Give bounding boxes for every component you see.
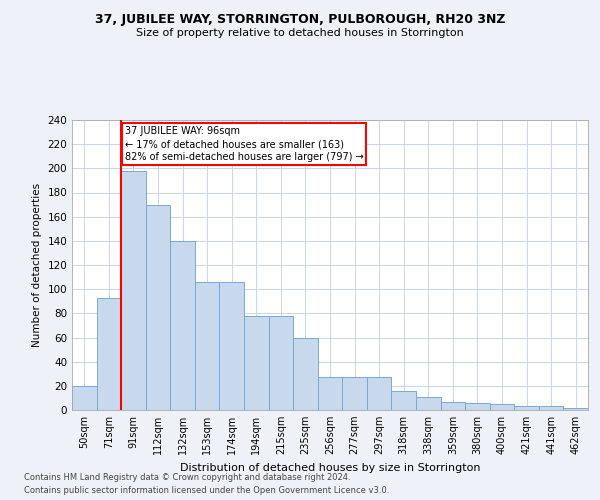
- Bar: [244, 316, 269, 410]
- Bar: [514, 406, 539, 410]
- Bar: [195, 282, 220, 410]
- Text: 37 JUBILEE WAY: 96sqm
← 17% of detached houses are smaller (163)
82% of semi-det: 37 JUBILEE WAY: 96sqm ← 17% of detached …: [125, 126, 364, 162]
- Y-axis label: Number of detached properties: Number of detached properties: [32, 183, 42, 347]
- Text: Size of property relative to detached houses in Storrington: Size of property relative to detached ho…: [136, 28, 464, 38]
- Bar: [72, 386, 97, 410]
- Bar: [391, 390, 416, 410]
- Bar: [342, 378, 367, 410]
- Text: Contains HM Land Registry data © Crown copyright and database right 2024.: Contains HM Land Registry data © Crown c…: [24, 472, 350, 482]
- Bar: [146, 204, 170, 410]
- Bar: [318, 378, 342, 410]
- Bar: [490, 404, 514, 410]
- Text: 37, JUBILEE WAY, STORRINGTON, PULBOROUGH, RH20 3NZ: 37, JUBILEE WAY, STORRINGTON, PULBOROUGH…: [95, 12, 505, 26]
- Bar: [539, 406, 563, 410]
- Bar: [367, 378, 391, 410]
- Bar: [293, 338, 318, 410]
- Bar: [440, 402, 465, 410]
- X-axis label: Distribution of detached houses by size in Storrington: Distribution of detached houses by size …: [180, 462, 480, 472]
- Bar: [97, 298, 121, 410]
- Bar: [465, 403, 490, 410]
- Bar: [121, 171, 146, 410]
- Bar: [269, 316, 293, 410]
- Bar: [563, 408, 588, 410]
- Bar: [170, 241, 195, 410]
- Bar: [416, 396, 440, 410]
- Text: Contains public sector information licensed under the Open Government Licence v3: Contains public sector information licen…: [24, 486, 389, 495]
- Bar: [220, 282, 244, 410]
